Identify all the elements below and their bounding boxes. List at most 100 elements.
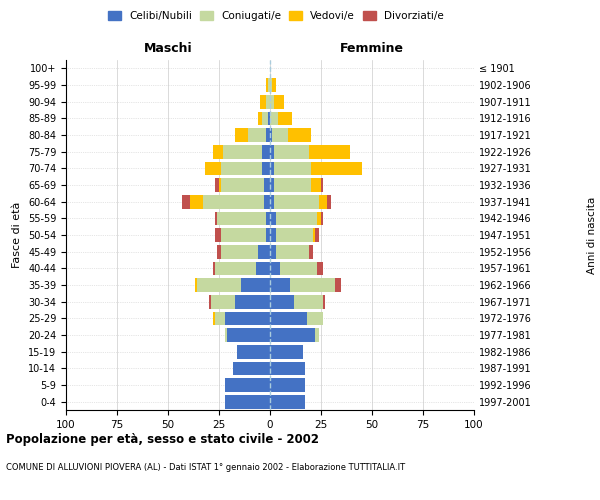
Bar <box>221 162 262 175</box>
Bar <box>262 162 270 175</box>
Bar <box>311 178 321 192</box>
Bar <box>309 145 350 158</box>
Bar <box>270 228 276 242</box>
Bar <box>270 328 315 342</box>
Bar <box>270 212 276 225</box>
Legend: Celibi/Nubili, Coniugati/e, Vedovi/e, Divorziati/e: Celibi/Nubili, Coniugati/e, Vedovi/e, Di… <box>105 8 447 24</box>
Bar <box>221 228 266 242</box>
Bar <box>270 312 307 325</box>
Bar <box>274 95 284 108</box>
Bar <box>270 112 278 125</box>
Bar <box>270 145 274 158</box>
Bar <box>235 295 270 308</box>
Bar <box>258 245 270 258</box>
Bar <box>215 262 256 275</box>
Bar <box>278 112 292 125</box>
Bar <box>217 245 221 258</box>
Bar <box>238 345 270 358</box>
Bar <box>272 128 289 142</box>
Bar <box>215 228 221 242</box>
Bar <box>323 295 325 308</box>
Bar <box>215 178 219 192</box>
Bar <box>205 162 221 175</box>
Bar <box>289 128 311 142</box>
Bar <box>262 145 270 158</box>
Bar <box>268 112 270 125</box>
Bar <box>268 78 270 92</box>
Bar <box>209 295 211 308</box>
Bar <box>274 162 311 175</box>
Bar <box>274 178 311 192</box>
Text: Femmine: Femmine <box>340 42 404 55</box>
Bar <box>213 312 215 325</box>
Bar <box>307 312 323 325</box>
Bar <box>194 278 197 292</box>
Bar <box>264 195 270 208</box>
Text: Popolazione per età, sesso e stato civile - 2002: Popolazione per età, sesso e stato civil… <box>6 432 319 446</box>
Bar <box>335 278 341 292</box>
Bar <box>315 328 319 342</box>
Bar <box>264 178 270 192</box>
Bar <box>215 212 217 225</box>
Bar <box>266 228 270 242</box>
Bar <box>219 178 221 192</box>
Bar <box>227 328 270 342</box>
Bar <box>262 112 268 125</box>
Bar <box>266 128 270 142</box>
Bar <box>270 262 280 275</box>
Bar <box>270 195 274 208</box>
Bar <box>311 162 362 175</box>
Bar <box>327 195 331 208</box>
Bar <box>241 278 270 292</box>
Bar <box>270 178 274 192</box>
Bar <box>270 378 305 392</box>
Bar <box>248 128 266 142</box>
Bar <box>317 212 321 225</box>
Bar <box>276 245 309 258</box>
Bar <box>211 295 235 308</box>
Bar <box>225 395 270 408</box>
Bar <box>274 195 319 208</box>
Bar <box>233 362 270 375</box>
Bar <box>260 95 266 108</box>
Bar <box>290 278 335 292</box>
Y-axis label: Fasce di età: Fasce di età <box>13 202 22 268</box>
Bar <box>270 278 290 292</box>
Bar <box>295 295 323 308</box>
Bar <box>182 195 190 208</box>
Bar <box>272 78 276 92</box>
Bar <box>321 212 323 225</box>
Bar <box>221 245 258 258</box>
Bar <box>215 312 225 325</box>
Bar <box>235 128 248 142</box>
Text: Anni di nascita: Anni di nascita <box>587 196 597 274</box>
Bar <box>221 178 264 192</box>
Bar <box>266 95 270 108</box>
Bar <box>274 145 309 158</box>
Bar <box>270 295 295 308</box>
Text: Maschi: Maschi <box>143 42 193 55</box>
Bar <box>225 312 270 325</box>
Bar <box>309 245 313 258</box>
Bar <box>213 145 223 158</box>
Bar <box>256 262 270 275</box>
Bar <box>266 212 270 225</box>
Bar <box>270 362 305 375</box>
Bar <box>225 378 270 392</box>
Bar <box>217 212 266 225</box>
Bar <box>270 162 274 175</box>
Bar <box>266 78 268 92</box>
Bar <box>190 195 203 208</box>
Bar <box>225 328 227 342</box>
Bar <box>203 195 264 208</box>
Bar <box>197 278 241 292</box>
Bar <box>276 228 313 242</box>
Bar <box>270 345 302 358</box>
Bar <box>313 228 315 242</box>
Bar <box>270 78 272 92</box>
Bar <box>270 128 272 142</box>
Bar <box>270 95 274 108</box>
Bar <box>270 245 276 258</box>
Bar <box>223 145 262 158</box>
Bar <box>258 112 262 125</box>
